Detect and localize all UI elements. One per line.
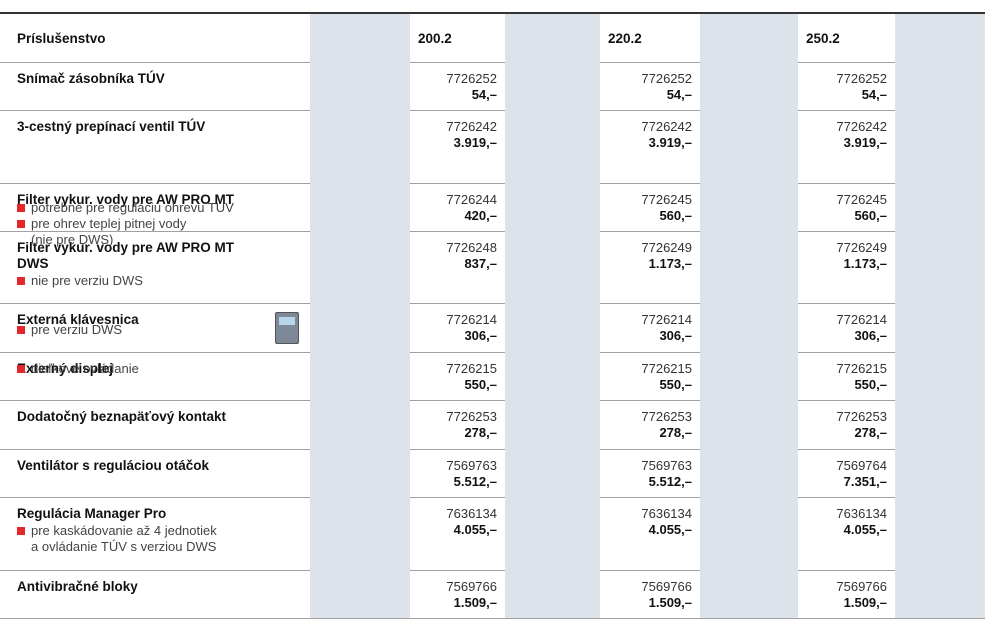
column-header: 220.2 bbox=[608, 31, 642, 46]
price: 1.173,– bbox=[843, 256, 887, 271]
keypad-icon bbox=[275, 312, 299, 344]
price: 1.509,– bbox=[453, 595, 497, 610]
row-note: nie pre verziu DWS bbox=[17, 273, 311, 289]
column-shade bbox=[505, 12, 600, 618]
row-title: Dodatočný beznapäťový kontakt bbox=[17, 409, 227, 424]
order-code: 7726252 bbox=[836, 71, 887, 86]
order-code: 7726249 bbox=[836, 240, 887, 255]
price: 560,– bbox=[854, 208, 887, 223]
order-code: 7726242 bbox=[836, 119, 887, 134]
price: 3.919,– bbox=[453, 135, 497, 150]
order-code: 7726249 bbox=[641, 240, 692, 255]
row-title: Externá klávesnica bbox=[17, 312, 139, 327]
top-rule bbox=[0, 12, 985, 14]
row-title: Antivibračné bloky bbox=[17, 579, 138, 594]
price: 54,– bbox=[666, 87, 692, 102]
row-title: Snímač zásobníka TÚV bbox=[17, 71, 165, 86]
order-code: 7726214 bbox=[446, 312, 497, 327]
row-rule bbox=[0, 400, 985, 401]
price: 550,– bbox=[854, 377, 887, 392]
price: 837,– bbox=[464, 256, 497, 271]
order-code: 7569766 bbox=[836, 579, 887, 594]
row-note: diaľkové ovládanie bbox=[17, 361, 311, 377]
column-header: 250.2 bbox=[806, 31, 840, 46]
row-note: pre verziu DWS bbox=[17, 322, 311, 338]
order-code: 7726252 bbox=[446, 71, 497, 86]
price: 1.509,– bbox=[843, 595, 887, 610]
order-code: 7569766 bbox=[446, 579, 497, 594]
row-title: Filter vykur. vody pre AW PRO MT DWS bbox=[17, 240, 235, 271]
price: 4.055,– bbox=[843, 522, 887, 537]
column-header: Príslušenstvo bbox=[17, 31, 106, 46]
order-code: 7726252 bbox=[641, 71, 692, 86]
price: 550,– bbox=[659, 377, 692, 392]
price: 278,– bbox=[464, 425, 497, 440]
column-shade bbox=[895, 12, 985, 618]
price: 5.512,– bbox=[453, 474, 497, 489]
order-code: 7569763 bbox=[641, 458, 692, 473]
row-rule bbox=[0, 497, 985, 498]
price: 1.173,– bbox=[648, 256, 692, 271]
order-code: 7726215 bbox=[446, 361, 497, 376]
price: 278,– bbox=[854, 425, 887, 440]
order-code: 7726215 bbox=[836, 361, 887, 376]
order-code: 7726245 bbox=[641, 192, 692, 207]
order-code: 7569764 bbox=[836, 458, 887, 473]
column-header: 200.2 bbox=[418, 31, 452, 46]
price: 7.351,– bbox=[843, 474, 887, 489]
price: 306,– bbox=[464, 328, 497, 343]
order-code: 7726242 bbox=[446, 119, 497, 134]
row-rule bbox=[0, 352, 985, 353]
header-rule bbox=[0, 62, 985, 63]
row-title: Ventilátor s reguláciou otáčok bbox=[17, 458, 210, 473]
price: 306,– bbox=[854, 328, 887, 343]
price: 3.919,– bbox=[648, 135, 692, 150]
order-code: 7726248 bbox=[446, 240, 497, 255]
row-rule bbox=[0, 449, 985, 450]
price: 1.509,– bbox=[648, 595, 692, 610]
order-code: 7636134 bbox=[836, 506, 887, 521]
order-code: 7726215 bbox=[641, 361, 692, 376]
order-code: 7726214 bbox=[836, 312, 887, 327]
price: 306,– bbox=[659, 328, 692, 343]
column-shade bbox=[310, 12, 410, 618]
price: 4.055,– bbox=[453, 522, 497, 537]
price: 278,– bbox=[659, 425, 692, 440]
row-rule bbox=[0, 231, 985, 232]
row-note: pre kaskádovanie až 4 jednotiek a ovláda… bbox=[17, 523, 311, 555]
order-code: 7726253 bbox=[836, 409, 887, 424]
column-shade bbox=[700, 12, 798, 618]
price: 560,– bbox=[659, 208, 692, 223]
order-code: 7726253 bbox=[446, 409, 497, 424]
row-title: Regulácia Manager Pro bbox=[17, 506, 167, 521]
order-code: 7726214 bbox=[641, 312, 692, 327]
row-rule bbox=[0, 570, 985, 571]
row-title: Externý displej bbox=[17, 361, 114, 376]
order-code: 7636134 bbox=[446, 506, 497, 521]
price: 4.055,– bbox=[648, 522, 692, 537]
order-code: 7726242 bbox=[641, 119, 692, 134]
price: 5.512,– bbox=[648, 474, 692, 489]
price: 3.919,– bbox=[843, 135, 887, 150]
price: 420,– bbox=[464, 208, 497, 223]
price: 550,– bbox=[464, 377, 497, 392]
row-title: 3-cestný prepínací ventil TÚV bbox=[17, 119, 206, 134]
row-note: potrebné pre reguláciu ohrevu TÚV bbox=[17, 200, 311, 216]
order-code: 7726253 bbox=[641, 409, 692, 424]
row-rule bbox=[0, 110, 985, 111]
price: 54,– bbox=[861, 87, 887, 102]
order-code: 7569763 bbox=[446, 458, 497, 473]
order-code: 7726245 bbox=[836, 192, 887, 207]
row-rule bbox=[0, 618, 985, 619]
order-code: 7569766 bbox=[641, 579, 692, 594]
order-code: 7726244 bbox=[446, 192, 497, 207]
row-note: pre ohrev teplej pitnej vody (nie pre DW… bbox=[17, 216, 311, 248]
row-rule bbox=[0, 183, 985, 184]
row-title: Filter vykur. vody pre AW PRO MT bbox=[17, 192, 235, 207]
row-rule bbox=[0, 303, 985, 304]
order-code: 7636134 bbox=[641, 506, 692, 521]
price: 54,– bbox=[471, 87, 497, 102]
